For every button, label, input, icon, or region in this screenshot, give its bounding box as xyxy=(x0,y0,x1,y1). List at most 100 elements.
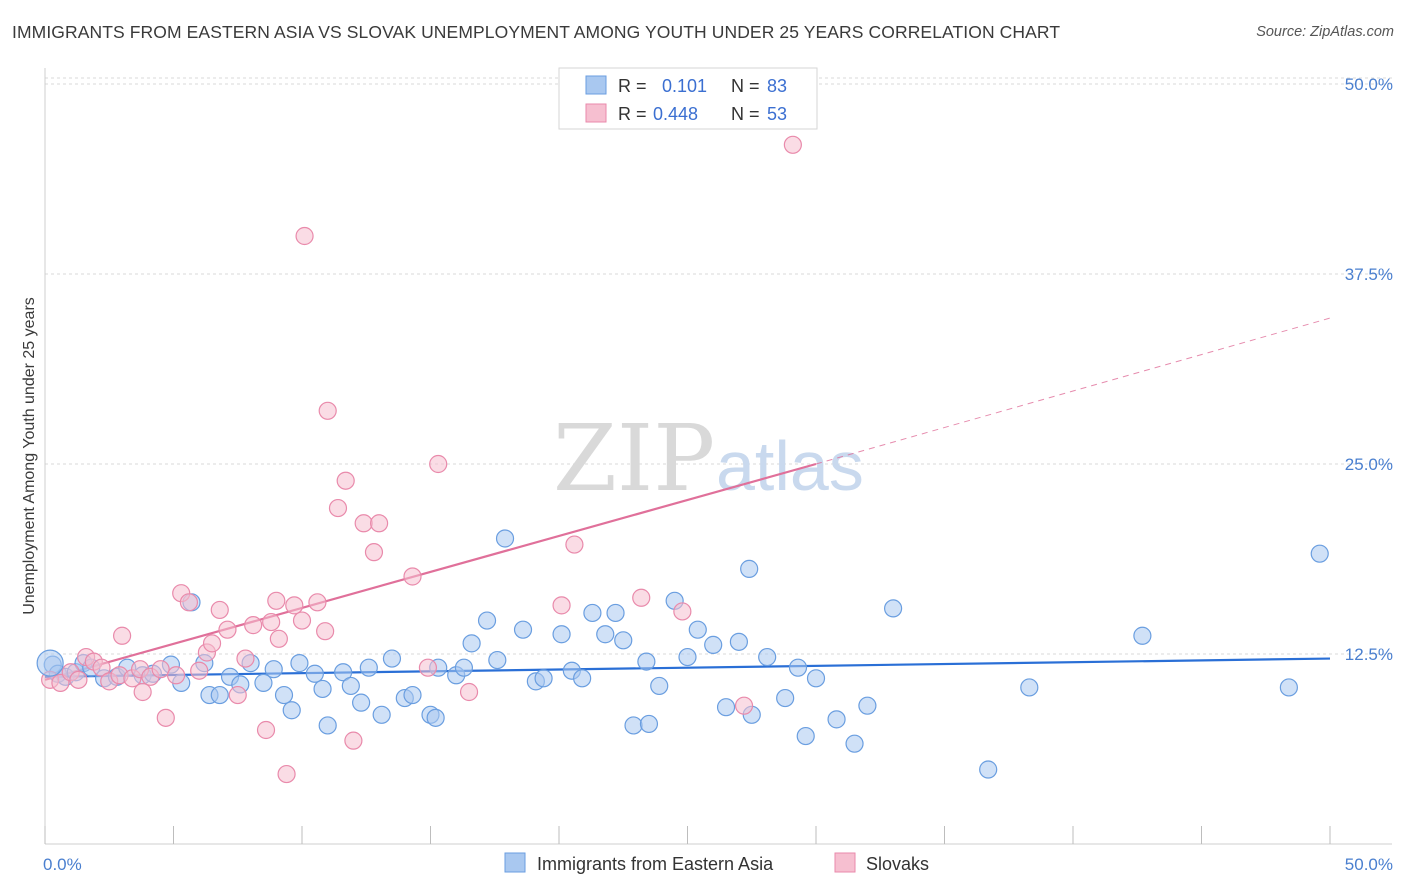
point-immigrants-eastern-asia xyxy=(606,603,625,623)
point-slovaks xyxy=(267,591,286,610)
point-slovaks xyxy=(179,593,199,612)
point-slovaks xyxy=(344,731,363,750)
point-immigrants-eastern-asia xyxy=(704,635,723,654)
point-immigrants-eastern-asia xyxy=(454,658,474,677)
y-tick-label: 25.0% xyxy=(1345,455,1393,474)
point-immigrants-eastern-asia xyxy=(426,708,445,727)
tick-labels: 12.5% 25.0% 37.5% 50.0% 0.0% 50.0% xyxy=(43,75,1393,874)
point-slovaks xyxy=(262,612,281,632)
point-slovaks xyxy=(112,626,132,645)
point-immigrants-eastern-asia xyxy=(583,603,602,623)
point-immigrants-eastern-asia xyxy=(534,669,553,688)
y-tick-label: 12.5% xyxy=(1345,645,1393,664)
point-immigrants-eastern-asia xyxy=(290,654,309,673)
point-slovaks xyxy=(632,588,651,607)
point-immigrants-eastern-asia xyxy=(650,676,669,696)
point-immigrants-eastern-asia xyxy=(513,620,533,639)
point-immigrants-eastern-asia xyxy=(264,660,283,679)
point-immigrants-eastern-asia xyxy=(552,625,571,644)
point-immigrants-eastern-asia xyxy=(758,647,777,667)
legend-n-value-1: 83 xyxy=(767,76,787,96)
point-slovaks xyxy=(364,543,384,562)
point-slovaks xyxy=(210,600,229,620)
point-immigrants-eastern-asia xyxy=(210,685,229,705)
point-immigrants-eastern-asia xyxy=(716,698,736,717)
point-slovaks xyxy=(156,708,175,727)
point-slovaks xyxy=(295,226,314,246)
point-immigrants-eastern-asia xyxy=(845,734,864,753)
legend-r-value-1: 0.101 xyxy=(662,76,707,96)
point-slovaks xyxy=(190,661,209,680)
point-slovaks xyxy=(69,670,88,689)
point-slovaks xyxy=(151,660,170,679)
point-immigrants-eastern-asia xyxy=(776,688,795,708)
point-slovaks xyxy=(316,622,335,641)
point-immigrants-eastern-asia xyxy=(282,701,301,720)
point-immigrants-eastern-asia xyxy=(596,625,615,644)
point-slovaks xyxy=(92,658,111,677)
legend-n-value-2: 53 xyxy=(767,104,787,124)
point-immigrants-eastern-asia xyxy=(1310,544,1329,563)
point-immigrants-eastern-asia xyxy=(858,696,877,715)
data-points xyxy=(36,135,1329,784)
point-immigrants-eastern-asia xyxy=(318,716,337,735)
legend-swatch-blue xyxy=(585,75,607,95)
bottom-legend-label-1: Immigrants from Eastern Asia xyxy=(537,854,774,874)
bottom-legend-swatch-pink xyxy=(834,852,856,873)
trend-line-pink xyxy=(44,462,817,681)
watermark-zip: ZIP xyxy=(553,405,715,512)
point-immigrants-eastern-asia xyxy=(740,559,759,578)
point-immigrants-eastern-asia xyxy=(372,705,391,724)
point-immigrants-eastern-asia xyxy=(341,676,360,696)
point-immigrants-eastern-asia xyxy=(788,658,808,677)
source-credit: Source: ZipAtlas.com xyxy=(1256,24,1394,40)
legend-n-label-2: N = xyxy=(731,104,760,124)
point-slovaks xyxy=(236,649,255,668)
point-immigrants-eastern-asia xyxy=(979,760,998,779)
legend-r-value-2: 0.448 xyxy=(653,104,698,124)
point-immigrants-eastern-asia xyxy=(488,650,507,670)
point-slovaks xyxy=(459,682,479,702)
y-tick-label: 50.0% xyxy=(1345,75,1393,94)
point-immigrants-eastern-asia xyxy=(352,693,371,712)
point-immigrants-eastern-asia xyxy=(624,716,643,735)
point-slovaks xyxy=(354,514,373,533)
point-slovaks xyxy=(673,602,692,621)
point-slovaks xyxy=(734,696,754,715)
point-immigrants-eastern-asia xyxy=(688,620,707,639)
grid-lines xyxy=(45,77,1392,655)
point-immigrants-eastern-asia xyxy=(637,652,656,671)
point-slovaks xyxy=(202,634,222,653)
trend-lines xyxy=(44,317,1331,681)
point-immigrants-eastern-asia xyxy=(827,710,846,729)
legend-box: R = 0.101 N = 83 R = 0.448 N = 53 xyxy=(558,67,818,130)
trend-line-blue xyxy=(44,657,1331,678)
point-immigrants-eastern-asia xyxy=(274,685,294,705)
point-immigrants-eastern-asia xyxy=(305,664,324,683)
bottom-legend-swatch-blue xyxy=(504,852,526,873)
point-slovaks xyxy=(308,593,327,612)
point-slovaks xyxy=(166,666,186,685)
point-immigrants-eastern-asia xyxy=(678,647,697,667)
point-immigrants-eastern-asia xyxy=(1279,678,1298,697)
bottom-legend: Immigrants from Eastern Asia Slovaks xyxy=(504,852,929,874)
legend-r-label-2: R = xyxy=(618,104,647,124)
point-immigrants-eastern-asia xyxy=(477,611,497,630)
point-slovaks xyxy=(418,658,438,677)
legend-swatch-pink xyxy=(585,103,607,123)
point-immigrants-eastern-asia xyxy=(573,669,592,688)
point-slovaks xyxy=(133,682,152,702)
point-immigrants-eastern-asia xyxy=(403,685,422,705)
point-slovaks xyxy=(783,135,802,154)
point-slovaks xyxy=(336,471,355,490)
legend-r-label-1: R = xyxy=(618,76,647,96)
point-immigrants-eastern-asia xyxy=(806,669,826,688)
chart-title: IMMIGRANTS FROM EASTERN ASIA VS SLOVAK U… xyxy=(12,22,1061,42)
point-slovaks xyxy=(228,685,247,705)
point-slovaks xyxy=(403,567,422,586)
x-tick-label-max: 50.0% xyxy=(1345,855,1393,874)
point-immigrants-eastern-asia xyxy=(462,634,481,653)
point-slovaks xyxy=(328,498,348,518)
point-immigrants-eastern-asia xyxy=(796,726,815,746)
